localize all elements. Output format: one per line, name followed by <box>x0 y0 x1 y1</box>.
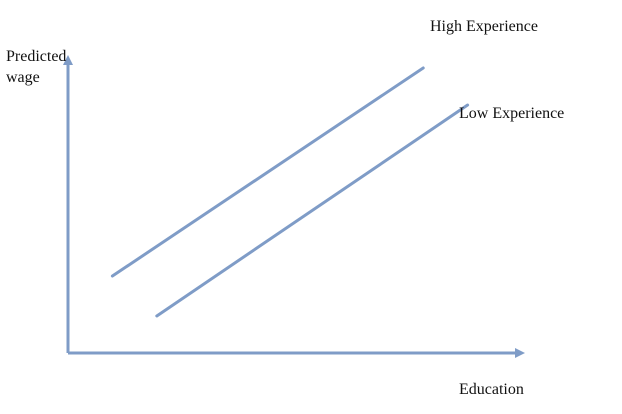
series-line-high-experience <box>110 66 425 278</box>
series-group <box>110 66 470 318</box>
series-line-low-experience <box>155 103 470 318</box>
y-axis-label-line-1: Predicted <box>6 48 66 65</box>
x-axis-label: Education <box>459 381 524 398</box>
series-label-high-experience: High Experience <box>430 18 538 35</box>
series-label-low-experience: Low Experience <box>459 105 564 122</box>
y-axis-label-line-2: wage <box>6 69 40 86</box>
